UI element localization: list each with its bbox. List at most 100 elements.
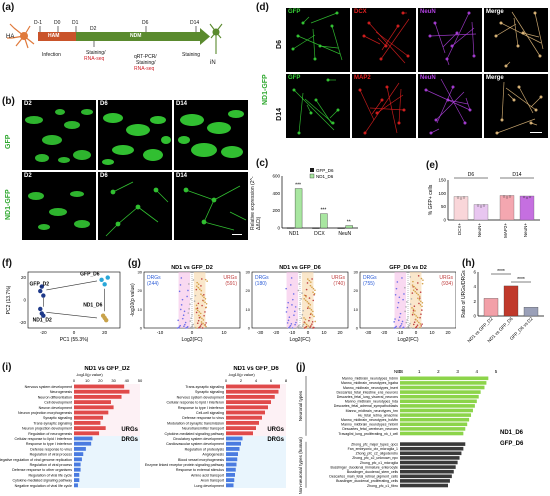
volcano-point [298, 324, 300, 327]
bar [473, 204, 489, 221]
volcano-point [313, 292, 316, 295]
go-bar [74, 447, 86, 451]
volcano-point [411, 307, 413, 309]
volcano-point [203, 296, 205, 299]
go-term: Defense response to virus [182, 416, 224, 420]
ha-label: HA [6, 34, 15, 40]
cell-body [313, 57, 317, 61]
x-tick-label: 50 [138, 378, 143, 383]
volcano-point [414, 290, 417, 293]
volcano-point [405, 321, 408, 324]
cell-body [428, 34, 432, 38]
volcano-point [308, 319, 310, 322]
gsea-bar [400, 483, 448, 488]
cell-body [335, 11, 339, 15]
drg-count: (755) [363, 281, 375, 287]
y-tick-label: 30 [354, 270, 359, 275]
neurite [436, 86, 454, 124]
volcano-point [289, 284, 292, 286]
volcano-point [196, 285, 198, 287]
volcano-point [312, 291, 314, 294]
gsea-term: Descartes_main_fetal_retinal_pigment_cel… [329, 475, 398, 479]
volcano-point [313, 315, 315, 318]
y-tick-label: 200 [272, 208, 280, 213]
volcano-point [199, 316, 202, 318]
day-label: D6 [142, 20, 149, 26]
go-term: Regulation of proteolysis [185, 447, 225, 451]
ham-bar [38, 32, 76, 41]
volcano-point [193, 300, 196, 302]
volcano-point [178, 326, 181, 328]
go-bar [74, 452, 84, 456]
go-term: Synaptic signaling [195, 390, 224, 394]
volcano-point [294, 323, 296, 326]
volcano-point [418, 302, 420, 305]
row-label-gfp: GFP [5, 134, 12, 150]
neurite [310, 12, 338, 24]
significance-label: **** [517, 277, 525, 283]
volcano-point [421, 305, 423, 308]
cell-body [362, 34, 366, 38]
cell-body [434, 118, 438, 122]
cell-body [402, 108, 406, 112]
gsea-term: Travaglini_lung_proliferating_nk_t_cell [338, 432, 398, 436]
volcano-point [311, 314, 314, 316]
volcano-point [411, 313, 414, 316]
pca-point [102, 282, 107, 287]
gsea-term: Busslinger_duodenal_proliferating_cells [336, 479, 398, 483]
volcano-point [418, 295, 421, 298]
y-tick-label: 600 [272, 174, 280, 179]
volcano-point [303, 294, 306, 297]
y-tick-label: 20 [354, 288, 359, 293]
cell-body [326, 78, 330, 82]
volcano-point [412, 323, 415, 326]
event-staining: Staining [182, 52, 201, 58]
volcano-point [416, 324, 419, 326]
go-bar [226, 431, 253, 436]
neurite [442, 32, 458, 48]
neurite [381, 25, 399, 51]
h-ylabel: Ratio of URGs/DRGs [461, 270, 467, 318]
neurite [471, 21, 475, 57]
volcano-point [197, 319, 200, 322]
volcano-point [409, 276, 412, 278]
cell-body [463, 121, 467, 125]
drg-label: DRGs [363, 275, 377, 281]
volcano-point [204, 311, 206, 313]
cell-body [512, 98, 516, 102]
volcano-point [178, 290, 181, 293]
urg-label: URGs [223, 275, 237, 281]
volcano-point [410, 327, 412, 329]
go-bar [226, 436, 243, 441]
go-term: Angiogenesis [202, 453, 224, 457]
volcano-point [394, 318, 396, 320]
pca-point [41, 293, 46, 298]
volcano-point [286, 306, 289, 309]
gsea-term: Fan_embryonic_ctx_microglia_1 [348, 447, 398, 451]
cluster-label: ND1_D2 [33, 317, 52, 323]
gsea-term: Zhong_pfc_c1_microglia [360, 461, 398, 465]
gsea-bar [400, 465, 456, 469]
cell-body [429, 131, 433, 135]
x-tick-label: 8 [285, 378, 288, 383]
volcano-point [203, 293, 205, 296]
go-bar [226, 421, 259, 425]
go-term: Negative regulation of viral genome repl… [0, 458, 72, 462]
cell-body [396, 24, 400, 28]
neurite [440, 78, 466, 124]
volcano-point [198, 326, 201, 328]
volcano-point [303, 317, 305, 319]
bar [345, 225, 353, 229]
go-bar [226, 447, 240, 451]
data-point [482, 204, 486, 207]
chart-f: -20 0 20 -20 0 20 PC1 (55.3%) PC2 (13.7%) GFP_D6… [6, 271, 121, 343]
volcano-point [179, 308, 182, 311]
cell-body [467, 11, 471, 15]
x-tick-label: 20 [445, 330, 451, 335]
cluster-label: GFP_D6 [80, 271, 100, 277]
micrograph-day-label: D6 [100, 173, 108, 179]
go-term: Trans-synaptic signaling [33, 421, 72, 425]
go-term: Neuron projection morphogenesis [18, 411, 72, 415]
volcano-point [420, 313, 422, 315]
x-tick-label: 10 [321, 330, 327, 335]
